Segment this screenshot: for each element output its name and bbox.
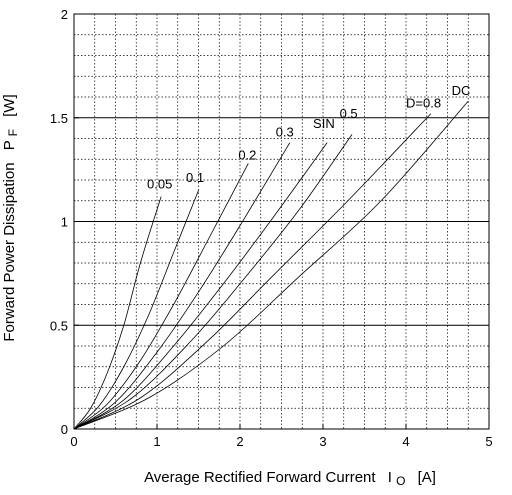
- y-tick-label: 0: [61, 422, 68, 437]
- x-tick-label: 0: [70, 434, 77, 449]
- major-grid: [74, 117, 489, 326]
- series-line: [73, 196, 162, 430]
- series-layer: [73, 100, 469, 430]
- y-axis-label-text: Forward Power Dissipation: [1, 162, 18, 341]
- y-axis-label-unit: [W]: [1, 94, 18, 117]
- x-axis-label-subscript: O: [396, 474, 405, 488]
- y-tick-label: 1.5: [50, 111, 68, 126]
- x-tick-label: 1: [153, 434, 160, 449]
- series-line: [73, 190, 199, 430]
- y-tick-label: 1: [61, 215, 68, 230]
- x-axis-label-symbol: I: [388, 469, 392, 486]
- curve-label: D=0.8: [406, 95, 441, 110]
- series-line: [73, 113, 432, 430]
- x-tick-label: 5: [485, 434, 492, 449]
- series-line: [73, 163, 249, 430]
- y-tick-label: 0.5: [50, 318, 68, 333]
- x-tick-labels: 0 1 2 3 4 5: [70, 424, 493, 449]
- y-tick-label: 2: [61, 7, 68, 22]
- curve-labels: 0.05 0.1 0.2 0.3 SIN 0.5 D=0.8 DC: [147, 83, 470, 191]
- curve-label: DC: [452, 83, 471, 98]
- curve-label: 0.5: [340, 106, 358, 121]
- x-tick-label: 2: [236, 434, 243, 449]
- y-axis-label: Forward Power Dissipation P F [W]: [1, 94, 21, 341]
- y-tick-labels: 0 0.5 1 1.5 2: [50, 7, 79, 437]
- series-line: [73, 142, 291, 430]
- curve-label: 0.1: [186, 170, 204, 185]
- curve-label: SIN: [313, 116, 335, 131]
- x-axis-label-unit: [A]: [418, 469, 436, 486]
- series-line: [73, 142, 328, 430]
- curve-label: 0.2: [238, 147, 256, 162]
- series-line: [73, 134, 353, 430]
- y-axis-label-symbol: P: [1, 140, 18, 150]
- curve-label: 0.05: [147, 176, 172, 191]
- series-line: [73, 100, 469, 430]
- x-axis-label-text: Average Rectified Forward Current: [144, 469, 376, 486]
- x-tick-label: 4: [402, 434, 409, 449]
- y-axis-label-subscript: F: [6, 129, 20, 136]
- x-axis-label: Average Rectified Forward Current I O [A…: [144, 469, 436, 489]
- curve-label: 0.3: [276, 124, 294, 139]
- x-tick-label: 3: [319, 434, 326, 449]
